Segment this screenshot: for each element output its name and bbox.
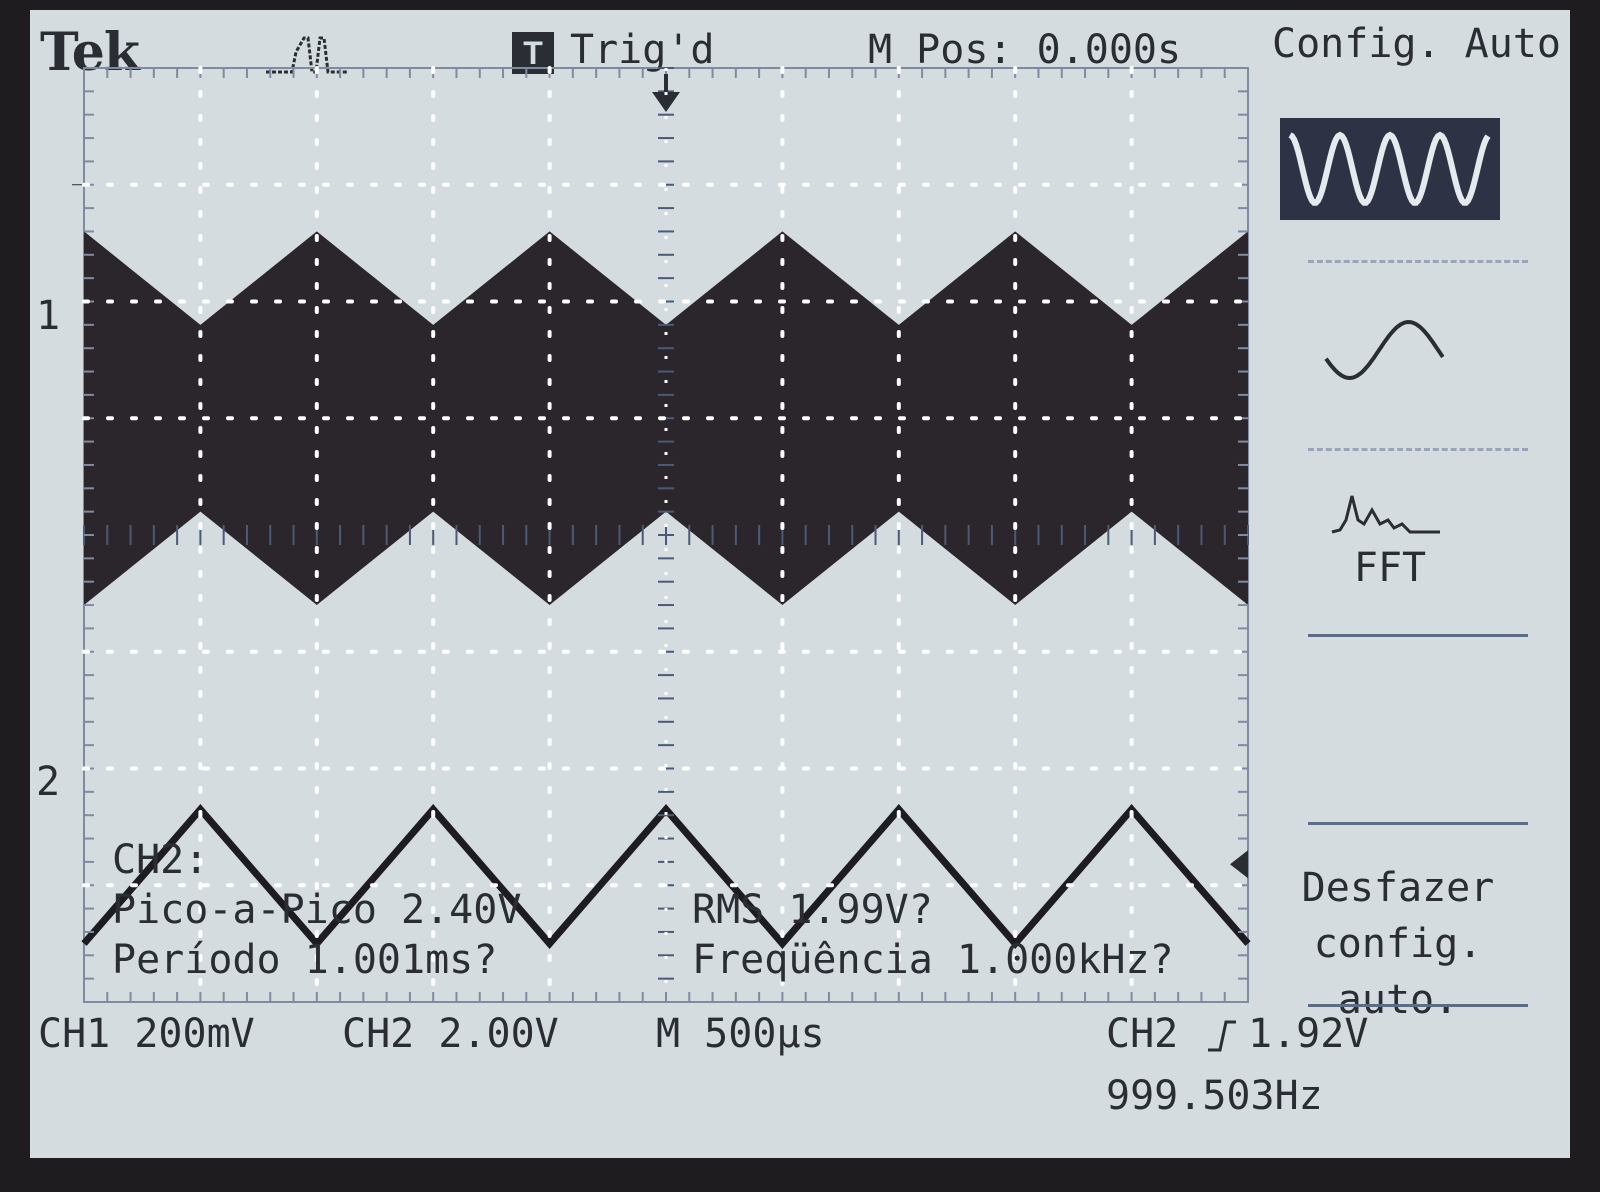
ch2-scale-readout: CH2 2.00V (342, 1011, 559, 1057)
fft-label: FFT (1353, 545, 1427, 591)
frequency-readout: Freqüência 1.000kHz? (692, 937, 1174, 983)
trigger-pulse-icon (266, 36, 348, 74)
menu-option-undo-autoset[interactable]: Desfazer config. auto. (1268, 850, 1528, 1023)
menu-option-single-cycle[interactable] (1280, 300, 1500, 400)
peak-to-peak-readout: Pico-a-Pico 2.40V (112, 887, 522, 933)
autoset-menu: FFT Desfazer config. auto. (1278, 70, 1558, 1040)
main-position-readout: M Pos: 0.000s (868, 27, 1182, 73)
menu-option-empty[interactable] (1280, 650, 1500, 810)
ch2-trace (81, 804, 1251, 949)
rising-edge-icon (1208, 1020, 1236, 1052)
ch1-marker-label: 1 (36, 293, 61, 339)
rms-readout: RMS 1.99V? (692, 887, 933, 933)
trigger-level-arrow (1230, 850, 1248, 879)
menu-separator (1308, 822, 1528, 825)
trigger-frequency-readout: 999.503Hz (1106, 1073, 1323, 1119)
trigger-status: Trig'd (570, 27, 715, 73)
menu-separator (1308, 634, 1528, 637)
menu-title: Config. Auto. (1272, 21, 1570, 67)
oscilloscope-screen: Tek T Trig'd M Pos: 0.000s Config. Auto.… (30, 10, 1570, 1158)
graticule-markers (72, 67, 1249, 1002)
single-cycle-sine-icon (1324, 319, 1445, 381)
waveform-graticule (72, 66, 1251, 1004)
fft-spectrum-icon (1331, 495, 1440, 534)
period-readout: Período 1.001ms? (112, 937, 498, 983)
menu-separator (1308, 448, 1528, 451)
undo-autoset-label-line2: config. auto. (1313, 921, 1483, 1023)
ch1-scale-readout: CH1 200mV (38, 1011, 255, 1057)
menu-separator (1308, 260, 1528, 263)
menu-separator (1308, 1004, 1528, 1007)
trigger-level-readout: 1.92V (1248, 1011, 1369, 1057)
menu-option-multi-cycle[interactable] (1280, 118, 1500, 220)
multi-cycle-sine-icon (1288, 131, 1491, 206)
ch2-marker-label: 2 (36, 759, 61, 805)
menu-option-fft[interactable]: FFT (1280, 480, 1500, 620)
measurement-channel: CH2: (112, 837, 209, 883)
brand-logo: Tek (40, 22, 140, 83)
trigger-source-readout: CH2 (1106, 1011, 1179, 1057)
undo-autoset-label-line1: Desfazer (1301, 865, 1495, 911)
timebase-readout: M 500µs (656, 1011, 825, 1057)
